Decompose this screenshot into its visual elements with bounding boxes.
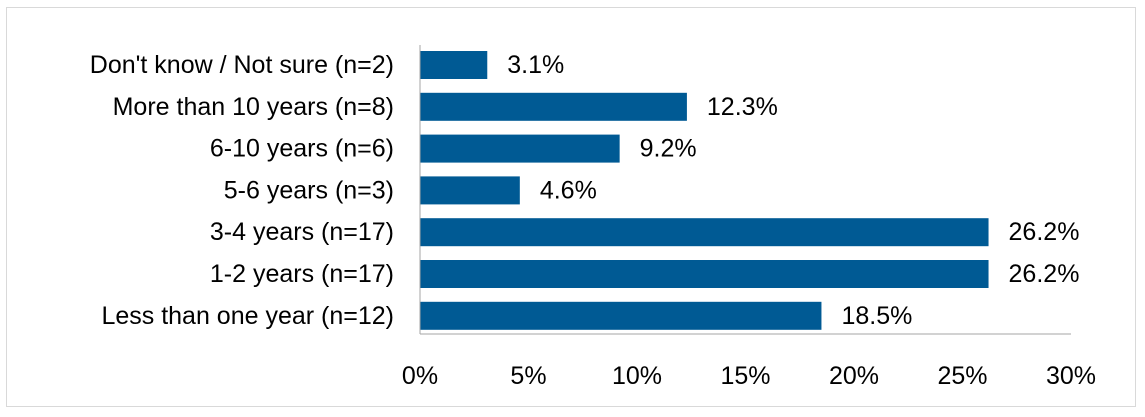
x-tick-label: 20% bbox=[829, 362, 879, 390]
x-tick-label: 10% bbox=[612, 362, 662, 390]
category-label: Don't know / Not sure (n=2) bbox=[90, 51, 394, 79]
category-label: 1-2 years (n=17) bbox=[210, 260, 394, 288]
data-label: 26.2% bbox=[1009, 260, 1080, 288]
category-label: 3-4 years (n=17) bbox=[210, 218, 394, 246]
x-tick-label: 0% bbox=[402, 362, 438, 390]
labels-layer: Don't know / Not sure (n=2) 3.1% More than… bbox=[90, 51, 1080, 330]
bar bbox=[420, 301, 822, 330]
data-label: 4.6% bbox=[540, 176, 597, 204]
category-label: 5-6 years (n=3) bbox=[224, 176, 394, 204]
bar bbox=[420, 260, 989, 288]
bar bbox=[420, 92, 687, 121]
x-tick-label: 15% bbox=[720, 362, 770, 390]
bars-layer bbox=[420, 51, 989, 330]
data-label: 26.2% bbox=[1009, 218, 1080, 246]
x-tick-label: 30% bbox=[1046, 362, 1096, 390]
data-label: 18.5% bbox=[841, 302, 912, 330]
data-label: 9.2% bbox=[640, 135, 697, 163]
bar bbox=[420, 176, 520, 205]
data-label: 3.1% bbox=[507, 51, 564, 79]
axis-layer: 0% 5% 10% 15% 20% 25% 30% bbox=[402, 45, 1096, 390]
bar bbox=[420, 134, 620, 163]
x-tick-label: 5% bbox=[510, 362, 546, 390]
data-label: 12.3% bbox=[707, 93, 778, 121]
bar bbox=[420, 51, 488, 79]
category-label: 6-10 years (n=6) bbox=[210, 135, 394, 163]
chart-frame bbox=[6, 7, 1136, 407]
category-label: Less than one year (n=12) bbox=[101, 302, 394, 330]
bar bbox=[420, 218, 989, 247]
x-tick-label: 25% bbox=[937, 362, 987, 390]
category-label: More than 10 years (n=8) bbox=[113, 93, 394, 121]
